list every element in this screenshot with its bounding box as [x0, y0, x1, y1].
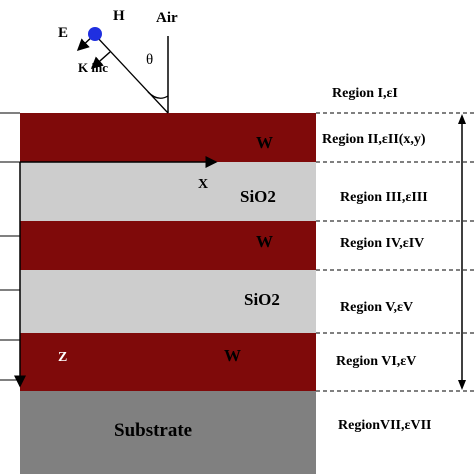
- x-axis-label: X: [198, 177, 209, 192]
- material-label-substrate: Substrate: [114, 420, 193, 441]
- layer-substrate: [20, 391, 316, 474]
- material-label-w-2: W: [256, 232, 273, 251]
- layer-w-2: [20, 221, 316, 270]
- material-label-sio2-2: SiO2: [244, 290, 280, 309]
- layer-sio2-2: [20, 270, 316, 333]
- material-label-sio2-1: SiO2: [240, 187, 276, 206]
- theta-label: θ: [146, 52, 154, 68]
- material-label-w-1: W: [256, 133, 273, 152]
- h-field-label: H: [113, 8, 125, 24]
- region-label-6: Region VI,εV: [336, 354, 417, 369]
- z-axis-label: Z: [58, 350, 68, 365]
- region-label-1: Region I,εI: [332, 86, 398, 101]
- material-label-w-3: W: [224, 346, 241, 365]
- region-label-7: RegionVII,εVII: [338, 418, 432, 433]
- layer-sio2-1: [20, 162, 316, 221]
- layer-w-1: [20, 113, 316, 162]
- k-inc-label: K inc: [78, 60, 108, 75]
- air-label: Air: [156, 10, 178, 26]
- layer-w-3: [20, 333, 316, 391]
- region-label-4: Region IV,εIV: [340, 236, 425, 251]
- region-label-5: Region V,εV: [340, 300, 414, 315]
- region-label-2: Region II,εII(x,y): [322, 132, 426, 147]
- region-label-3: Region III,εIII: [340, 190, 428, 205]
- e-field-label: E: [58, 25, 69, 41]
